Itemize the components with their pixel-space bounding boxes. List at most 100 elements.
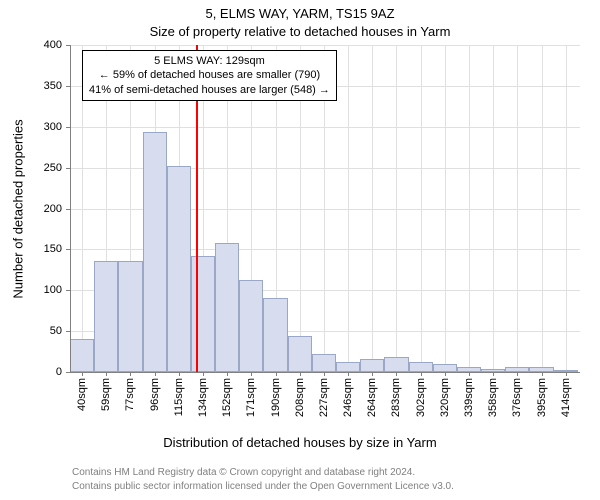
gridline	[493, 45, 494, 372]
y-tick-mark	[66, 168, 70, 169]
histogram-bar	[215, 243, 239, 372]
chart-title: 5, ELMS WAY, YARM, TS15 9AZ	[0, 6, 600, 21]
x-tick-mark	[421, 372, 422, 376]
histogram-bar	[384, 357, 408, 372]
histogram-bar	[143, 132, 167, 372]
annotation-box: 5 ELMS WAY: 129sqm ← 59% of detached hou…	[82, 50, 337, 101]
gridline	[445, 45, 446, 372]
histogram-bar	[360, 359, 384, 372]
x-tick-mark	[517, 372, 518, 376]
x-tick-mark	[203, 372, 204, 376]
x-tick-mark	[106, 372, 107, 376]
chart-subtitle: Size of property relative to detached ho…	[0, 24, 600, 39]
x-tick-label: 320sqm	[439, 378, 451, 417]
x-tick-mark	[130, 372, 131, 376]
histogram-bar	[191, 256, 215, 372]
gridline	[348, 45, 349, 372]
x-tick-mark	[348, 372, 349, 376]
gridline	[542, 45, 543, 372]
x-tick-mark	[372, 372, 373, 376]
x-tick-mark	[493, 372, 494, 376]
x-axis-title: Distribution of detached houses by size …	[0, 435, 600, 450]
histogram-bar	[312, 354, 336, 372]
histogram-bar	[94, 261, 118, 372]
histogram-bar	[288, 336, 312, 372]
annotation-line-1: 5 ELMS WAY: 129sqm	[89, 54, 330, 68]
histogram-bar	[263, 298, 287, 372]
x-tick-mark	[276, 372, 277, 376]
x-tick-label: 59sqm	[100, 378, 112, 411]
x-axis-line	[70, 372, 580, 373]
histogram-bar	[70, 339, 94, 372]
footer-line-2: Contains public sector information licen…	[72, 481, 454, 492]
x-tick-mark	[396, 372, 397, 376]
y-tick-mark	[66, 45, 70, 46]
x-tick-label: 264sqm	[366, 378, 378, 417]
y-tick-mark	[66, 290, 70, 291]
x-tick-mark	[155, 372, 156, 376]
y-tick-label: 50	[30, 325, 62, 337]
x-tick-label: 376sqm	[511, 378, 523, 417]
x-tick-label: 134sqm	[197, 378, 209, 417]
x-tick-label: 77sqm	[124, 378, 136, 411]
y-tick-label: 200	[30, 203, 62, 215]
gridline	[421, 45, 422, 372]
x-tick-label: 190sqm	[270, 378, 282, 417]
y-tick-label: 0	[30, 366, 62, 378]
x-tick-mark	[251, 372, 252, 376]
y-tick-label: 100	[30, 284, 62, 296]
y-tick-mark	[66, 209, 70, 210]
x-tick-label: 358sqm	[487, 378, 499, 417]
annotation-line-2: ← 59% of detached houses are smaller (79…	[89, 68, 330, 82]
y-tick-mark	[66, 331, 70, 332]
y-tick-mark	[66, 127, 70, 128]
x-tick-label: 227sqm	[318, 378, 330, 417]
y-axis-line	[70, 45, 71, 372]
x-tick-mark	[324, 372, 325, 376]
y-tick-label: 300	[30, 121, 62, 133]
figure: 5, ELMS WAY, YARM, TS15 9AZ Size of prop…	[0, 0, 600, 500]
gridline	[566, 45, 567, 372]
x-tick-mark	[227, 372, 228, 376]
y-tick-mark	[66, 86, 70, 87]
y-axis-title: Number of detached properties	[11, 119, 26, 298]
y-tick-label: 150	[30, 243, 62, 255]
x-tick-label: 115sqm	[173, 378, 185, 416]
y-tick-label: 400	[30, 39, 62, 51]
x-tick-label: 414sqm	[560, 378, 572, 417]
x-tick-mark	[469, 372, 470, 376]
x-tick-label: 246sqm	[342, 378, 354, 417]
y-tick-mark	[66, 249, 70, 250]
footer-line-1: Contains HM Land Registry data © Crown c…	[72, 467, 415, 478]
annotation-line-3: 41% of semi-detached houses are larger (…	[89, 83, 330, 97]
x-tick-mark	[445, 372, 446, 376]
histogram-bar	[167, 166, 191, 372]
gridline	[396, 45, 397, 372]
gridline	[469, 45, 470, 372]
x-tick-mark	[179, 372, 180, 376]
x-tick-mark	[542, 372, 543, 376]
y-tick-label: 350	[30, 80, 62, 92]
x-tick-label: 283sqm	[390, 378, 402, 417]
gridline	[70, 45, 580, 46]
x-tick-label: 208sqm	[294, 378, 306, 417]
x-tick-label: 339sqm	[463, 378, 475, 417]
x-tick-label: 40sqm	[76, 378, 88, 411]
x-tick-mark	[300, 372, 301, 376]
gridline	[70, 127, 580, 128]
x-tick-label: 171sqm	[245, 378, 257, 417]
histogram-bar	[118, 261, 142, 372]
histogram-bar	[433, 364, 457, 372]
histogram-bar	[409, 362, 433, 372]
x-tick-mark	[82, 372, 83, 376]
y-tick-label: 250	[30, 162, 62, 174]
histogram-bar	[239, 280, 263, 372]
x-tick-label: 395sqm	[536, 378, 548, 417]
y-tick-mark	[66, 372, 70, 373]
x-tick-label: 302sqm	[415, 378, 427, 417]
x-tick-mark	[566, 372, 567, 376]
histogram-bar	[336, 362, 360, 372]
gridline	[372, 45, 373, 372]
gridline	[517, 45, 518, 372]
x-tick-label: 152sqm	[221, 378, 233, 417]
